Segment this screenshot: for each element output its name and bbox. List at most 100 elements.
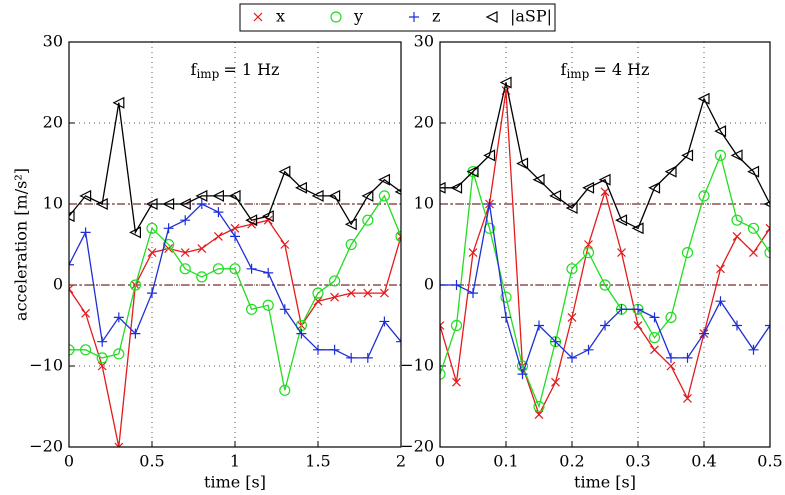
marker — [196, 199, 207, 209]
x-axis-label: time [s] — [204, 473, 266, 492]
marker — [180, 215, 191, 226]
marker — [664, 165, 677, 178]
marker — [483, 222, 496, 234]
marker — [296, 328, 307, 339]
marker — [163, 223, 174, 234]
marker — [245, 214, 258, 227]
marker — [228, 189, 241, 202]
y-tick-label: 30 — [43, 32, 63, 51]
plot-frame — [439, 41, 771, 448]
marker — [329, 344, 340, 355]
annotation-base: f — [561, 60, 568, 79]
marker — [129, 226, 141, 239]
y-tick-label: −20 — [29, 437, 63, 456]
marker — [440, 280, 445, 290]
marker — [146, 222, 158, 234]
marker — [69, 284, 74, 294]
marker — [765, 320, 770, 331]
marker — [180, 248, 190, 258]
marker — [599, 279, 611, 291]
marker — [212, 263, 225, 275]
legend-box — [239, 3, 556, 32]
marker — [582, 247, 595, 259]
marker — [328, 275, 341, 287]
marker — [582, 181, 595, 194]
marker — [600, 187, 610, 197]
marker — [379, 316, 390, 327]
marker — [483, 149, 496, 162]
marker — [113, 348, 125, 360]
annotation-text: = 1 Hz — [223, 60, 279, 79]
y-tick-label: 10 — [43, 194, 63, 213]
series-line — [440, 153, 770, 409]
marker — [80, 227, 91, 238]
marker — [69, 259, 74, 270]
annotation-base: f — [191, 60, 198, 79]
marker — [361, 189, 374, 202]
marker — [466, 165, 479, 178]
marker — [534, 320, 544, 331]
marker — [379, 288, 389, 298]
marker — [616, 304, 627, 315]
marker — [649, 312, 660, 323]
marker — [633, 304, 643, 315]
marker — [147, 248, 157, 258]
y-tick-label: −10 — [400, 356, 434, 375]
x-tick-label: 0 — [435, 452, 445, 471]
marker — [699, 328, 709, 339]
marker — [346, 288, 356, 298]
marker — [245, 303, 258, 315]
annotation-sub: imp — [566, 67, 589, 81]
marker — [195, 189, 208, 202]
marker — [196, 271, 208, 283]
y-tick-label: 0 — [424, 275, 434, 294]
marker — [698, 190, 710, 202]
marker — [714, 125, 727, 138]
x-tick-label: 1 — [230, 452, 240, 471]
marker — [749, 248, 758, 258]
marker — [732, 320, 742, 331]
marker — [81, 308, 91, 318]
marker — [278, 165, 291, 178]
marker — [747, 222, 760, 234]
x-tick-label: 0.5 — [757, 452, 782, 471]
marker — [468, 248, 478, 258]
marker — [129, 279, 142, 291]
marker — [262, 299, 274, 311]
marker — [565, 202, 578, 215]
marker — [362, 214, 374, 226]
marker — [549, 189, 562, 202]
marker — [484, 199, 495, 209]
marker — [261, 210, 274, 223]
x-tick-label: 0.5 — [139, 452, 164, 471]
series-line — [440, 82, 770, 230]
marker — [213, 231, 223, 241]
y-tick-label: 10 — [414, 194, 434, 213]
marker — [395, 230, 401, 242]
marker — [178, 198, 191, 210]
marker — [440, 321, 445, 330]
marker — [451, 280, 462, 290]
plot-frame — [68, 41, 402, 448]
marker — [147, 288, 157, 299]
marker — [145, 198, 158, 210]
marker — [95, 198, 108, 210]
marker — [246, 263, 257, 274]
x-tick-label: 0.4 — [691, 452, 716, 471]
marker — [179, 263, 191, 275]
marker — [666, 361, 676, 371]
marker — [748, 344, 759, 355]
marker — [330, 292, 340, 302]
marker — [566, 263, 578, 275]
marker — [615, 214, 628, 227]
marker — [583, 344, 594, 355]
x-tick-label: 2 — [396, 452, 406, 471]
legend-label: |aSP| — [510, 7, 552, 26]
marker — [230, 231, 240, 242]
marker — [731, 214, 743, 226]
marker — [617, 248, 626, 258]
marker — [732, 231, 742, 241]
marker — [517, 369, 528, 380]
marker — [697, 92, 710, 105]
